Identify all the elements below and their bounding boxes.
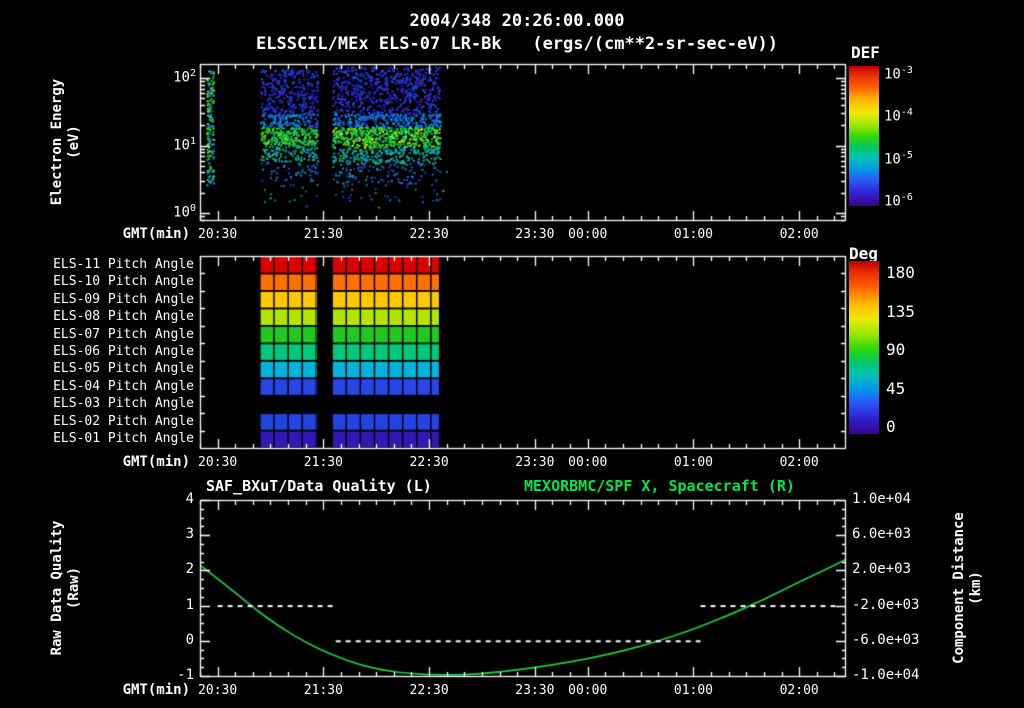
def-colorbar-title: DEF (851, 43, 880, 62)
pitch-row-label: ELS-10 Pitch Angle (53, 274, 194, 290)
pitch-row-label: ELS-08 Pitch Angle (53, 309, 194, 325)
p2-x-tick-label: 01:00 (673, 455, 714, 470)
deg-colorbar-tick-label: 180 (886, 263, 915, 282)
p2-x-tick-label: 00:00 (568, 455, 608, 470)
p1-x-tick-label: 00:00 (568, 227, 608, 242)
p3-left-axis-label: Raw Data Quality (Raw) (49, 521, 83, 656)
p1-y-axis-label-line1: Electron Energy (49, 78, 65, 206)
def-colorbar-tick-label: 10-3 (884, 65, 913, 83)
p1-gmt-label: GMT(min) (122, 226, 190, 242)
p2-x-tick-label: 23:30 (515, 455, 555, 470)
p3-left-axis-label-line1: Raw Data Quality (49, 520, 65, 656)
p3-left-tick-label: 1 (185, 596, 194, 613)
def-colorbar (849, 66, 879, 206)
pitch-row-label: ELS-04 Pitch Angle (53, 378, 194, 394)
p1-x-tick-label: 23:30 (515, 227, 555, 242)
pitch-row-label: ELS-09 Pitch Angle (53, 291, 194, 307)
p3-right-tick-label: -6.0e+03 (852, 631, 920, 648)
deg-colorbar-tick-label: 45 (886, 378, 906, 398)
p3-right-tick-label: 2.0e+03 (852, 561, 912, 578)
title-instrument: ELSSCIL/MEx ELS-07 LR-Bk (ergs/(cm**2-sr… (256, 34, 778, 54)
exponent: -6 (900, 191, 913, 203)
p3-right-tick-label: 6.0e+03 (852, 526, 912, 543)
p2-x-tick-label: 21:30 (303, 455, 343, 470)
p3-x-tick-label: 00:00 (568, 683, 608, 698)
exponent: 1 (189, 135, 196, 147)
exponent: -4 (900, 107, 913, 119)
p1-y-axis-label-line2: (eV) (66, 125, 82, 159)
p3-title-left: SAF_BXuT/Data Quality (L) (206, 477, 432, 495)
pitch-row-label: ELS-05 Pitch Angle (53, 361, 194, 377)
pitch-row-label: ELS-07 Pitch Angle (53, 326, 194, 342)
p3-right-axis-label-line2: (km) (968, 571, 984, 605)
p1-y-tick-label: 101 (173, 135, 196, 154)
p1-x-tick-label: 02:00 (779, 227, 819, 242)
p3-right-tick-label: 1.0e+04 (852, 491, 912, 507)
p3-title-right: MEXORBMC/SPF X, Spacecraft (R) (524, 477, 795, 495)
p1-y-axis-label: Electron Energy (eV) (49, 79, 83, 205)
p3-right-axis-label-line1: Component Distance (951, 512, 967, 664)
def-colorbar-tick-label: 10-5 (884, 149, 913, 168)
p2-x-tick-label: 02:00 (779, 455, 819, 470)
p2-x-tick-label: 22:30 (409, 455, 449, 470)
exponent: 0 (189, 203, 196, 215)
p3-right-axis-label: Component Distance (km) (951, 512, 985, 664)
p3-x-tick-label: 21:30 (303, 683, 343, 698)
p3-x-tick-label: 23:30 (515, 683, 555, 698)
p3-left-axis-label-line2: (Raw) (66, 566, 82, 610)
p3-left-tick-label: 0 (185, 631, 194, 648)
deg-colorbar (849, 261, 879, 434)
p3-right-tick-label: -1.0e+04 (852, 667, 920, 683)
pitch-row-label: ELS-03 Pitch Angle (53, 396, 194, 412)
p3-gmt-label: GMT(min) (122, 682, 190, 698)
p1-x-tick-label: 22:30 (409, 227, 449, 242)
pitch-row-label: ELS-02 Pitch Angle (53, 413, 194, 429)
exponent: -5 (900, 149, 913, 161)
p3-left-tick-label: 2 (185, 561, 194, 578)
p1-y-tick-label: 100 (173, 203, 196, 221)
deg-colorbar-tick-label: 135 (886, 301, 915, 321)
p1-y-tick-label: 102 (173, 68, 196, 86)
exponent: 2 (189, 68, 196, 80)
p3-x-tick-label: 20:30 (198, 683, 238, 698)
deg-colorbar-tick-label: 90 (886, 340, 906, 359)
p2-gmt-label: GMT(min) (122, 454, 190, 470)
p3-right-tick-label: -2.0e+03 (852, 596, 920, 613)
p3-left-tick-label: 3 (185, 526, 194, 543)
p1-x-tick-label: 20:30 (198, 227, 238, 242)
def-colorbar-tick-label: 10-6 (884, 191, 913, 210)
p1-x-tick-label: 21:30 (303, 227, 343, 242)
p2-x-tick-label: 20:30 (198, 455, 238, 470)
p3-x-tick-label: 22:30 (409, 683, 449, 698)
p3-x-tick-label: 01:00 (673, 683, 714, 698)
deg-colorbar-title: Deg (849, 244, 878, 263)
pitch-row-label: ELS-06 Pitch Angle (53, 344, 194, 359)
p1-x-tick-label: 01:00 (673, 227, 714, 242)
pitch-row-label: ELS-01 Pitch Angle (53, 431, 194, 447)
exponent: -3 (900, 65, 913, 76)
deg-colorbar-tick-label: 0 (886, 417, 896, 436)
p3-left-tick-label: -1 (177, 667, 194, 683)
p3-x-tick-label: 02:00 (779, 683, 819, 698)
p3-left-tick-label: 4 (185, 491, 194, 507)
def-colorbar-tick-label: 10-4 (884, 107, 913, 125)
pitch-row-label: ELS-11 Pitch Angle (53, 256, 194, 272)
title-datetime: 2004/348 20:26:00.000 (409, 11, 625, 31)
